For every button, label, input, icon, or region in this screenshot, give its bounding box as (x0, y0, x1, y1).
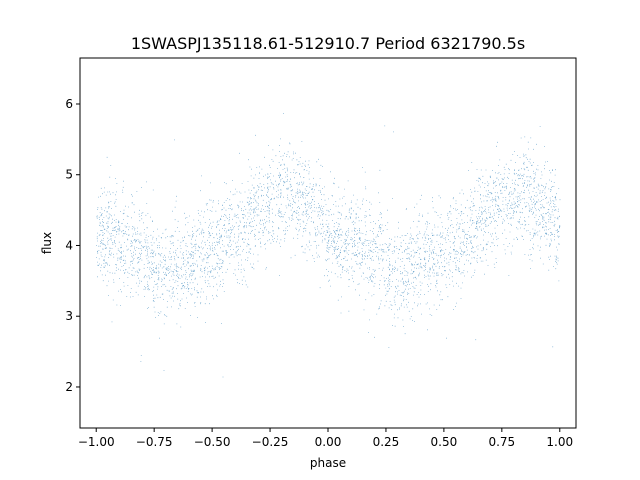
x-tick-label: −0.50 (194, 435, 231, 449)
y-tick-label: 3 (65, 309, 73, 323)
y-tick-label: 6 (65, 97, 73, 111)
x-axis: −1.00 −0.75 −0.50 −0.25 0.00 0.25 0.50 0.75 1.00 (78, 428, 573, 449)
x-tick-label: 1.00 (546, 435, 573, 449)
x-tick-label: −0.25 (252, 435, 289, 449)
data-points (96, 113, 561, 378)
x-tick-label: 0.50 (431, 435, 458, 449)
x-tick-label: 0.00 (315, 435, 342, 449)
x-tick-label: 0.75 (488, 435, 515, 449)
x-axis-label: phase (310, 456, 346, 470)
scatter-points (96, 113, 561, 378)
y-tick-label: 5 (65, 168, 73, 182)
x-tick-label: −1.00 (78, 435, 115, 449)
x-tick-label: 0.25 (373, 435, 400, 449)
y-axis: 2 3 4 5 6 (65, 97, 80, 394)
x-tick-label: −0.75 (136, 435, 173, 449)
y-tick-label: 2 (65, 380, 73, 394)
chart-title: 1SWASPJ135118.61-512910.7 Period 6321790… (131, 34, 525, 53)
y-tick-label: 4 (65, 238, 73, 252)
y-axis-label: flux (40, 232, 54, 254)
